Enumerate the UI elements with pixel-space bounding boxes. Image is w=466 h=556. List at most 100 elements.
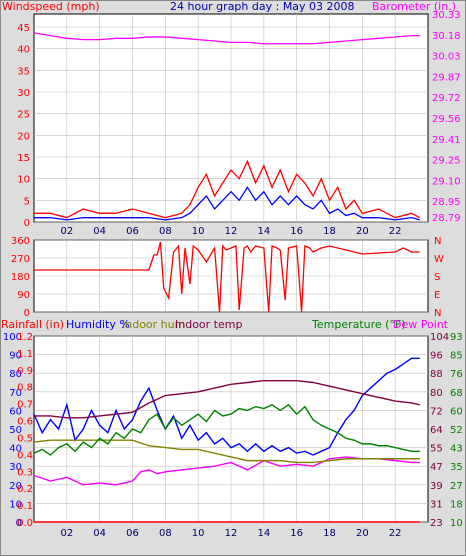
rainfall-tick-label: 0.6: [17, 417, 33, 428]
direction-tick-label: 0: [24, 308, 30, 319]
rainfall-tick-label: 0.7: [17, 400, 33, 411]
indoor-temp-tick-label: 104: [430, 332, 449, 343]
time-tick-label: 06: [126, 226, 139, 237]
time-tick-label: 08: [159, 528, 172, 539]
wind-tick-label: 40: [17, 45, 30, 56]
indoor-temp-tick-label: 31: [430, 499, 443, 510]
temperature-tick-label: 76: [450, 369, 463, 380]
barometer-tick-label: 30.33: [432, 10, 461, 21]
temperature-tick-label: 52: [450, 425, 463, 436]
time-tick-label: 10: [192, 226, 205, 237]
time-tick-label: 02: [60, 528, 73, 539]
barometer-tick-label: 29.25: [432, 156, 461, 167]
temperature-legend: Temperature (°F): [312, 318, 406, 331]
compass-tick-label: N: [434, 308, 441, 319]
time-tick-label: 04: [93, 226, 106, 237]
temperature-tick-label: 10: [450, 518, 463, 529]
series-line: [33, 403, 420, 456]
barometer-tick-label: 28.95: [432, 197, 461, 208]
temperature-tick-label: 93: [450, 332, 463, 343]
time-tick-label: 10: [192, 528, 205, 539]
wind-tick-label: 25: [17, 110, 30, 121]
humidity-tick-label: 30: [9, 462, 22, 473]
indoor-temp-tick-label: 88: [430, 369, 443, 380]
time-tick-label: 18: [323, 528, 336, 539]
barometer-tick-label: 29.41: [432, 135, 461, 146]
humidity-tick-label: 60: [9, 406, 22, 417]
humidity-tick-label: 0: [16, 518, 22, 529]
compass-tick-label: N: [434, 236, 441, 247]
rainfall-tick-label: 0.5: [17, 433, 33, 444]
rainfall-tick-label: 0.8: [17, 383, 33, 394]
wind-tick-label: 10: [17, 175, 30, 186]
humidity-tick-label: 100: [3, 332, 22, 343]
rainfall-tick-label: 0.9: [17, 366, 33, 377]
series-line: [33, 439, 420, 464]
time-tick-label: 08: [159, 226, 172, 237]
humidity-tick-label: 90: [9, 351, 22, 362]
compass-tick-label: E: [434, 290, 440, 301]
series-line: [34, 186, 420, 221]
time-tick-label: 12: [225, 528, 238, 539]
temperature-tick-label: 18: [450, 499, 463, 510]
indoor-temp-tick-label: 72: [430, 406, 443, 417]
series-line: [34, 159, 421, 219]
time-tick-label: 22: [389, 528, 402, 539]
rainfall-tick-label: 0.2: [17, 484, 33, 495]
humidity-tick-label: 20: [9, 481, 22, 492]
indoor-hum-legend: Indoor hum: [122, 318, 186, 331]
barometer-tick-label: 30.03: [432, 52, 461, 63]
indoor-temp-tick-label: 80: [430, 388, 443, 399]
chart-title: 24 hour graph day : May 03 2008: [170, 0, 355, 13]
compass-tick-label: W: [434, 254, 444, 265]
temperature-tick-label: 60: [450, 406, 463, 417]
humidity-tick-label: 50: [9, 425, 22, 436]
humidity-tick-label: 80: [9, 369, 22, 380]
wind-tick-label: 15: [17, 153, 30, 164]
direction-tick-label: 270: [11, 254, 30, 265]
rainfall-tick-label: 1.2: [17, 332, 33, 343]
wind-tick-label: 5: [24, 196, 30, 207]
indoor-temp-tick-label: 55: [430, 444, 443, 455]
temperature-tick-label: 35: [450, 462, 463, 473]
time-tick-label: 20: [356, 528, 369, 539]
wind-tick-label: 0: [24, 218, 30, 229]
wind-tick-label: 45: [17, 23, 30, 34]
barometer-tick-label: 29.56: [432, 114, 461, 125]
time-tick-label: 04: [93, 528, 106, 539]
time-tick-label: 14: [257, 226, 270, 237]
rainfall-tick-label: 0.1: [17, 501, 33, 512]
indoor-temp-legend: Indoor temp: [175, 318, 243, 331]
humidity-tick-label: 40: [9, 444, 22, 455]
rainfall-tick-label: 0.0: [17, 518, 33, 529]
direction-tick-label: 360: [11, 236, 30, 247]
humidity-tick-label: 70: [9, 388, 22, 399]
time-tick-label: 14: [257, 528, 270, 539]
indoor-temp-tick-label: 96: [430, 351, 443, 362]
compass-tick-label: S: [434, 272, 440, 283]
direction-tick-label: 90: [17, 290, 30, 301]
rainfall-tick-label: 1.1: [17, 349, 33, 360]
time-tick-label: 02: [60, 226, 73, 237]
time-tick-label: 22: [389, 226, 402, 237]
wind-tick-label: 35: [17, 66, 30, 77]
time-tick-label: 12: [225, 226, 238, 237]
wind-tick-label: 30: [17, 88, 30, 99]
indoor-temp-tick-label: 47: [430, 462, 443, 473]
series-line: [33, 456, 420, 486]
rainfall-tick-label: 0.4: [17, 450, 33, 461]
barometer-tick-label: 28.79: [432, 213, 461, 224]
time-tick-label: 06: [126, 528, 139, 539]
wind-tick-label: 20: [17, 131, 30, 142]
series-line: [33, 32, 420, 45]
barometer-tick-label: 29.87: [432, 72, 461, 83]
time-tick-label: 20: [356, 226, 369, 237]
series-line: [34, 379, 420, 419]
time-tick-label: 16: [290, 226, 303, 237]
humidity-tick-label: 10: [9, 499, 22, 510]
windspeed-axis-label: Windspeed (mph): [2, 0, 100, 13]
barometer-tick-label: 29.72: [432, 93, 461, 104]
time-tick-label: 18: [323, 226, 336, 237]
temperature-tick-label: 85: [450, 351, 463, 362]
